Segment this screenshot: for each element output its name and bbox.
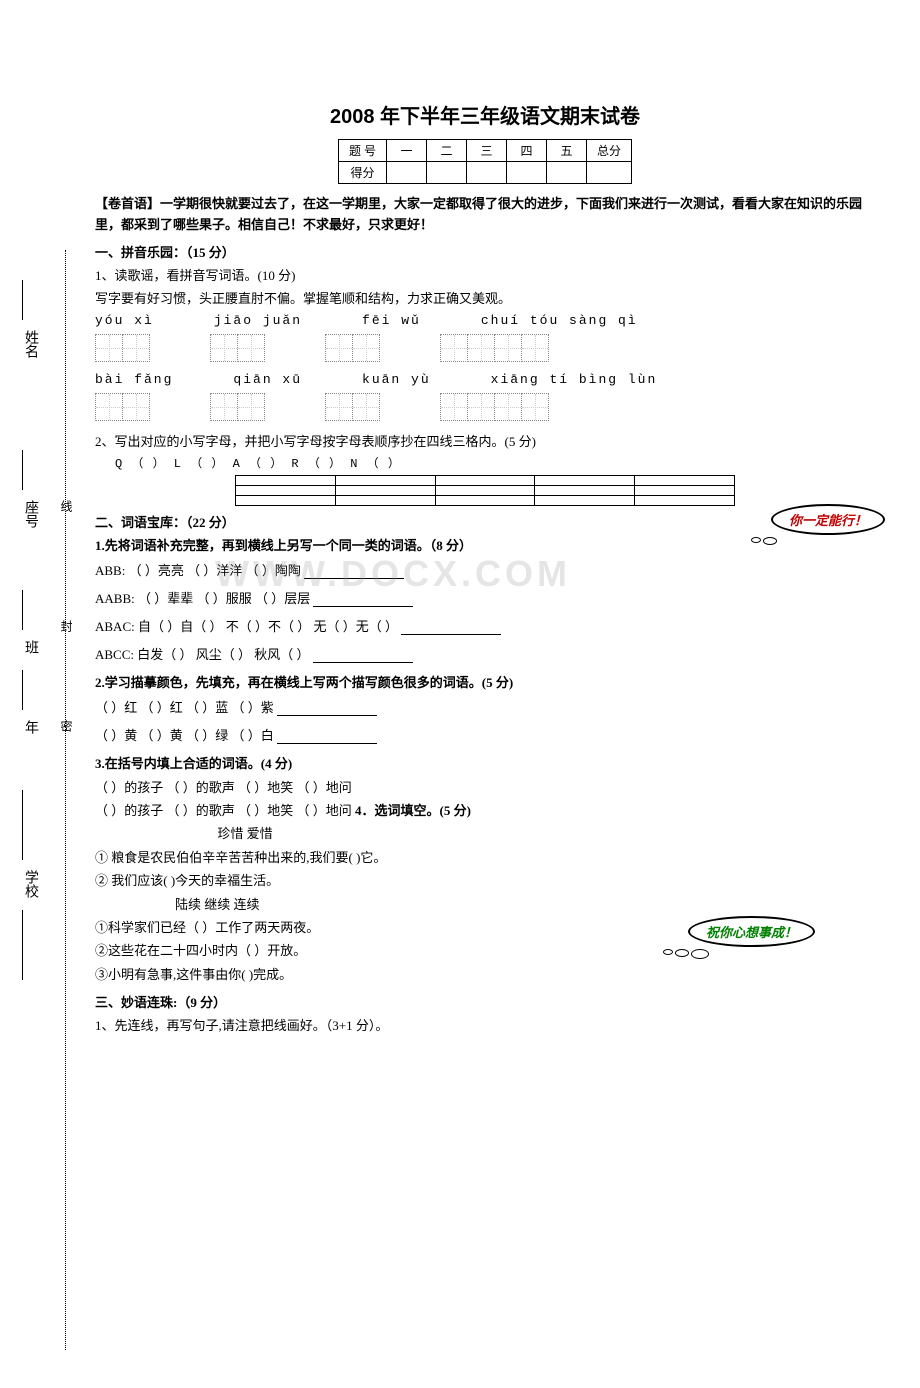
section3-title: 三、妙语连珠:（9 分） [95, 992, 875, 1011]
score-table: 题 号 一 二 三 四 五 总分 得分 [338, 139, 632, 184]
grid-box[interactable] [325, 334, 380, 362]
pinyin: jiāo juǎn [214, 313, 302, 328]
sentence5: ③小明有急事,这件事由你( )完成。 [95, 963, 875, 986]
grid-row-1 [95, 334, 875, 362]
grid-box[interactable] [95, 393, 150, 421]
side-label-seat: 座号 [20, 500, 40, 528]
watermark: WWW.DOCX.COM [215, 553, 571, 595]
seal-mark-xian: 线 [58, 500, 75, 520]
td-blank [587, 162, 632, 184]
callout-text: 祝你心想事成！ [688, 916, 815, 947]
pinyin: fēi wǔ [362, 313, 421, 328]
td-blank [387, 162, 427, 184]
callout-text: 你一定能行！ [771, 504, 885, 535]
sentence2: ② 我们应该( )今天的幸福生活。 [95, 869, 875, 892]
callout-2: 祝你心想事成！ [688, 916, 815, 959]
four-line-grid[interactable] [235, 475, 735, 506]
side-label-year: 年 [20, 720, 40, 734]
grid-box[interactable] [325, 393, 380, 421]
q1-desc: 写字要有好习惯，头正腰直肘不偏。掌握笔顺和结构，力求正确又美观。 [95, 288, 875, 307]
side-label-name: 姓名 [20, 330, 40, 358]
abac-line: ABAC: 自（ ）自（ ） 不（ ）不（ ） 无（ ）无（ ） [95, 614, 875, 640]
td-blank [467, 162, 507, 184]
s2q3-title: 3.在括号内填上合适的词语。(4 分) [95, 753, 875, 772]
side-label-class: 班 [20, 640, 40, 654]
td-blank [547, 162, 587, 184]
fill2: （ ）的孩子 （ ）的歌声 （ ）地笑 （ ）地问 4．选词填空。(5 分) [95, 799, 875, 822]
section1-title: 一、拼音乐园：（15 分） [95, 242, 875, 261]
td-score: 得分 [338, 162, 386, 184]
grid-row-2 [95, 393, 875, 421]
fill1: （ ）的孩子 （ ）的歌声 （ ）地笑 （ ）地问 [95, 776, 875, 799]
side-underline [22, 670, 23, 710]
grid-box[interactable] [210, 334, 265, 362]
pinyin-row-2: bài fǎng qiān xū kuān yù xiāng tí bìng l… [95, 372, 875, 387]
section2-title: 二、词语宝库：（22 分） [95, 512, 875, 531]
th-num: 题 号 [338, 140, 386, 162]
colors1: （ ）红 （ ）红 （ ）蓝 （ ）紫 [95, 695, 875, 721]
s3q1-title: 1、先连线，再写句子,请注意把线画好。（3+1 分）。 [95, 1015, 875, 1034]
intro-text: 【卷首语】一学期很快就要过去了，在这一学期里，大家一定都取得了很大的进步，下面我… [95, 194, 875, 236]
th-total: 总分 [587, 140, 632, 162]
q2-title: 2、写出对应的小写字母，并把小写字母按字母表顺序抄在四线三格内。(5 分) [95, 431, 875, 450]
side-underline [22, 450, 23, 490]
pinyin: qiān xū [233, 372, 302, 387]
words1: 珍惜 爱惜 [95, 822, 395, 845]
th-1: 一 [387, 140, 427, 162]
pinyin: bài fǎng [95, 372, 173, 387]
side-underline [22, 910, 23, 980]
td-blank [427, 162, 467, 184]
exam-title: 2008 年下半年三年级语文期末试卷 [95, 100, 875, 129]
seal-mark-mi: 密 [58, 720, 75, 740]
letter-blanks: Q （ ） L （ ） A （ ） R （ ） N （ ） [115, 454, 875, 471]
sentence1: ① 粮食是农民伯伯辛辛苦苦种出来的,我们要( )它。 [95, 846, 875, 869]
th-2: 二 [427, 140, 467, 162]
grid-box[interactable] [440, 393, 549, 421]
pinyin: xiāng tí bìng lùn [491, 372, 658, 387]
callout-1: 你一定能行！ [771, 504, 885, 545]
pinyin: yóu xì [95, 313, 154, 328]
side-underline [22, 280, 23, 320]
words2: 陆续 继续 连续 [175, 893, 875, 916]
pinyin: kuān yù [362, 372, 431, 387]
grid-box[interactable] [210, 393, 265, 421]
grid-box[interactable] [95, 334, 150, 362]
grid-box[interactable] [440, 334, 549, 362]
pinyin-row-1: yóu xì jiāo juǎn fēi wǔ chuí tóu sàng qì [95, 313, 875, 328]
td-blank [507, 162, 547, 184]
th-3: 三 [467, 140, 507, 162]
th-4: 四 [507, 140, 547, 162]
th-5: 五 [547, 140, 587, 162]
side-underline [22, 590, 23, 630]
side-label-school: 学校 [20, 870, 40, 898]
s2q2-title: 2.学习描摹颜色，先填充，再在横线上写两个描写颜色很多的词语。(5 分) [95, 672, 875, 691]
abcc-line: ABCC: 白发（ ） 风尘（ ） 秋风（ ） [95, 642, 875, 668]
q1-title: 1、读歌谣，看拼音写词语。(10 分) [95, 265, 875, 284]
seal-mark-feng: 封 [58, 620, 75, 640]
pinyin: chuí tóu sàng qì [481, 313, 638, 328]
vertical-dotted-line [65, 250, 66, 1350]
side-underline [22, 790, 23, 860]
colors2: （ ）黄 （ ）黄 （ ）绿 （ ）白 [95, 723, 875, 749]
